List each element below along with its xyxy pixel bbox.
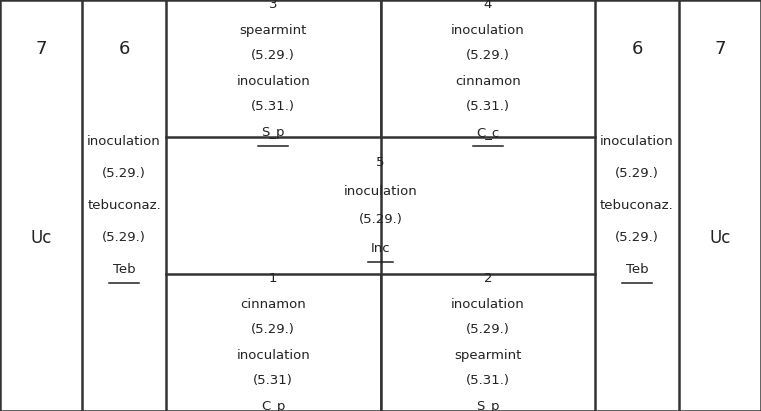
Text: spearmint: spearmint	[454, 349, 521, 362]
Text: (5.29.): (5.29.)	[615, 231, 659, 244]
Text: 6: 6	[119, 40, 129, 58]
Text: (5.29.): (5.29.)	[251, 323, 295, 336]
Text: C_c: C_c	[476, 126, 499, 139]
Text: S_p: S_p	[262, 126, 285, 139]
Text: (5.29.): (5.29.)	[615, 167, 659, 180]
Text: inoculation: inoculation	[451, 298, 524, 311]
Text: (5.31): (5.31)	[253, 374, 293, 387]
Text: (5.31.): (5.31.)	[251, 100, 295, 113]
Text: Teb: Teb	[626, 263, 648, 276]
Text: 3: 3	[269, 0, 278, 11]
Text: inoculation: inoculation	[88, 135, 161, 148]
Text: cinnamon: cinnamon	[240, 298, 306, 311]
Text: (5.29.): (5.29.)	[466, 49, 510, 62]
Text: tebuconaz.: tebuconaz.	[600, 199, 673, 212]
Text: (5.31.): (5.31.)	[466, 374, 510, 387]
Text: Teb: Teb	[113, 263, 135, 276]
Text: cinnamon: cinnamon	[455, 75, 521, 88]
Text: 4: 4	[483, 0, 492, 11]
Text: Uc: Uc	[30, 229, 52, 247]
Text: inoculation: inoculation	[600, 135, 673, 148]
Text: inoculation: inoculation	[451, 24, 524, 37]
Text: 7: 7	[35, 40, 47, 58]
Text: (5.29.): (5.29.)	[102, 167, 146, 180]
Text: (5.29.): (5.29.)	[358, 213, 403, 226]
Text: spearmint: spearmint	[240, 24, 307, 37]
Text: 1: 1	[269, 272, 278, 285]
Text: C_p: C_p	[261, 400, 285, 411]
Text: Inc: Inc	[371, 242, 390, 255]
Text: S_p: S_p	[476, 400, 499, 411]
Text: 7: 7	[714, 40, 726, 58]
Text: 2: 2	[483, 272, 492, 285]
Text: inoculation: inoculation	[237, 75, 310, 88]
Text: (5.29.): (5.29.)	[466, 323, 510, 336]
Text: 5: 5	[376, 156, 385, 169]
Text: (5.29.): (5.29.)	[251, 49, 295, 62]
Text: (5.29.): (5.29.)	[102, 231, 146, 244]
Text: (5.31.): (5.31.)	[466, 100, 510, 113]
Text: inoculation: inoculation	[237, 349, 310, 362]
Text: Uc: Uc	[709, 229, 731, 247]
Text: 6: 6	[632, 40, 642, 58]
Text: inoculation: inoculation	[344, 185, 417, 198]
Text: tebuconaz.: tebuconaz.	[88, 199, 161, 212]
